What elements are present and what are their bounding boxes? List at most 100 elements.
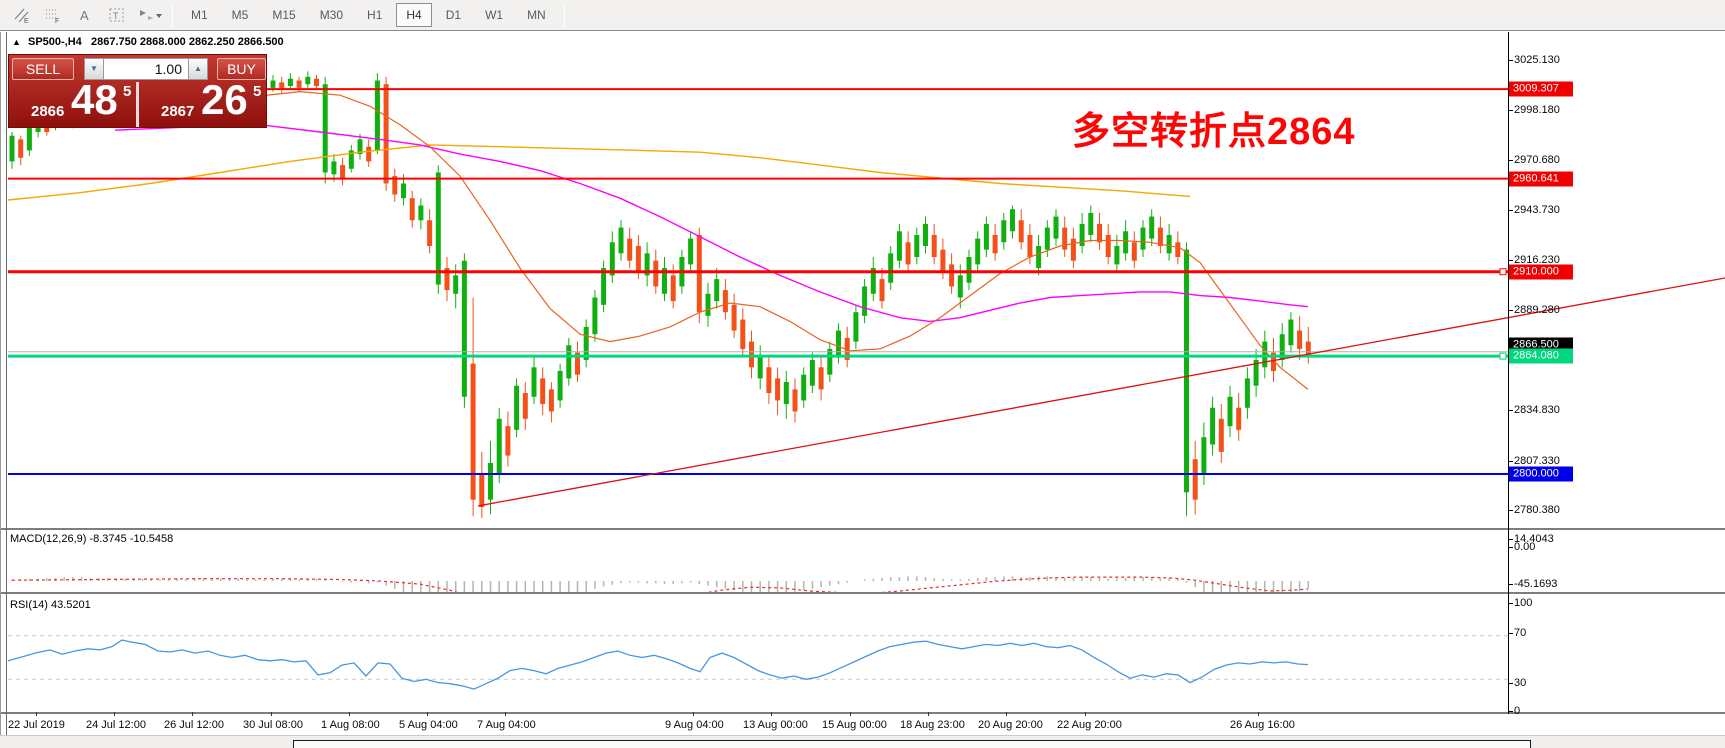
panel-separator[interactable]	[0, 592, 1725, 594]
rsi-axis-label: 70	[1514, 627, 1527, 639]
price-axis-label: 2998.180	[1514, 104, 1560, 116]
candle-body	[1253, 359, 1259, 386]
time-axis-label: 7 Aug 04:00	[477, 719, 536, 731]
candle-body	[409, 198, 415, 221]
candle-body	[757, 356, 763, 379]
candle-body	[1036, 245, 1042, 269]
candle-body	[374, 80, 380, 151]
candle-body	[287, 78, 293, 87]
text-icon[interactable]: A	[70, 2, 100, 28]
buy-button[interactable]: BUY	[217, 57, 266, 80]
trendline[interactable]	[477, 277, 1725, 507]
timeframe-button-m5[interactable]: M5	[231, 8, 249, 22]
arrows-icon[interactable]	[134, 2, 164, 28]
candle-body	[1305, 341, 1311, 357]
candle-body	[1114, 245, 1120, 265]
time-axis-tick	[771, 712, 772, 716]
macd-panel-canvas[interactable]	[0, 530, 1725, 592]
time-axis-label: 24 Jul 12:00	[86, 719, 146, 731]
sell-button[interactable]: SELL	[12, 57, 74, 80]
time-axis-label: 22 Aug 20:00	[1057, 719, 1122, 731]
candle-body	[609, 242, 615, 276]
candle-body	[975, 238, 981, 265]
svg-text:T: T	[113, 11, 119, 21]
price-level-badge: 3009.307	[1509, 81, 1573, 97]
candle-body	[662, 268, 667, 294]
time-axis-label: 26 Jul 12:00	[164, 719, 224, 731]
candle-body	[444, 268, 450, 291]
macd-axis-tick	[1508, 584, 1513, 585]
candle-body	[1149, 216, 1155, 239]
macd-signal-line	[11, 576, 1309, 592]
timeframe-button-h4[interactable]: H4	[396, 3, 432, 27]
candle-body	[1062, 227, 1068, 250]
candle-body	[1297, 330, 1303, 349]
candle-body	[635, 245, 641, 272]
candle-body	[392, 176, 398, 195]
candle-body	[348, 150, 354, 169]
candle-body	[731, 304, 737, 331]
line-anchor-handle[interactable]	[1499, 352, 1507, 360]
candle-body	[575, 352, 580, 375]
macd-axis-label: 0.00	[1514, 541, 1536, 553]
candle-body	[696, 234, 702, 313]
price-axis-tick	[1508, 461, 1513, 462]
candle-body	[1097, 223, 1102, 243]
rsi-indicator-label: RSI(14) 43.5201	[10, 599, 91, 611]
buy-quote-panel[interactable]: 2867 26 5	[139, 76, 266, 127]
time-axis-label: 9 Aug 04:00	[665, 719, 724, 731]
candle-body	[322, 84, 328, 173]
candle-body	[1288, 319, 1294, 346]
sell-quote-panel[interactable]: 2866 48 5	[9, 76, 139, 127]
rsi-axis-tick	[1508, 633, 1513, 634]
price-axis-label: 3025.130	[1514, 54, 1560, 66]
candle-body	[1001, 220, 1007, 243]
volume-decrease-button[interactable]: ▼	[84, 57, 104, 80]
time-axis-label: 22 Jul 2019	[8, 719, 65, 731]
time-axis-tick	[427, 712, 428, 716]
candle-body	[914, 234, 920, 258]
symbol-collapse-icon[interactable]: ▲	[12, 37, 21, 47]
timeframe-button-m30[interactable]: M30	[319, 8, 344, 22]
price-axis-tick	[1508, 260, 1513, 261]
rsi-line	[7, 639, 1309, 690]
line-anchor-handle[interactable]	[1499, 268, 1507, 276]
volume-input[interactable]	[104, 57, 188, 80]
timeframe-button-m1[interactable]: M1	[191, 8, 208, 22]
candle-body	[18, 139, 24, 158]
timeframe-button-d1[interactable]: D1	[445, 8, 462, 22]
price-axis-label: 2780.380	[1514, 504, 1560, 516]
toolbar-separator	[172, 3, 173, 27]
candle-body	[531, 367, 537, 397]
candle-body	[592, 297, 598, 335]
text-label-icon[interactable]: T	[102, 2, 132, 28]
window-left-border-inner	[6, 32, 7, 735]
horizontal-scrollbar-thumb[interactable]	[293, 740, 1531, 748]
time-axis-tick	[693, 712, 694, 716]
timeframe-button-w1[interactable]: W1	[485, 8, 504, 22]
panel-separator[interactable]	[0, 528, 1725, 530]
candle-body	[1166, 234, 1172, 254]
timeframe-button-m15[interactable]: M15	[272, 8, 296, 22]
candle-body	[418, 205, 424, 221]
time-axis-label: 5 Aug 04:00	[399, 719, 458, 731]
timeframe-button-h1[interactable]: H1	[367, 8, 383, 22]
equidistant-channel-icon[interactable]: E	[6, 2, 36, 28]
time-axis-tick	[928, 712, 929, 716]
fibonacci-icon[interactable]: F	[38, 2, 68, 28]
candle-body	[1053, 216, 1059, 239]
chart-annotation-text: 多空转折点2864	[1072, 111, 1356, 153]
volume-increase-button[interactable]: ▲	[188, 57, 208, 80]
toolbar-separator	[563, 3, 565, 27]
candle-body	[601, 268, 607, 305]
macd-axis-tick	[1508, 539, 1513, 540]
price-axis-tick	[1508, 60, 1513, 61]
price-axis-label: 2970.680	[1514, 154, 1560, 166]
price-axis-tick	[1508, 160, 1513, 161]
timeframe-button-mn[interactable]: MN	[527, 8, 546, 22]
rsi-panel-canvas[interactable]	[0, 594, 1725, 712]
candle-body	[1157, 227, 1163, 246]
price-axis-label: 2889.280	[1514, 304, 1560, 316]
price-axis-tick	[1508, 310, 1513, 311]
symbol-name: SP500-,H4	[27, 36, 82, 48]
